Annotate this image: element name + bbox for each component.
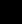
Circle shape	[14, 13, 15, 14]
Text: 18: 18	[0, 0, 22, 21]
Circle shape	[5, 18, 6, 19]
Circle shape	[14, 20, 15, 21]
Circle shape	[9, 18, 10, 19]
Circle shape	[14, 19, 15, 20]
Circle shape	[15, 20, 16, 21]
Circle shape	[13, 18, 14, 19]
Circle shape	[5, 20, 6, 21]
Circle shape	[8, 13, 9, 14]
Circle shape	[13, 16, 14, 17]
Polygon shape	[5, 13, 16, 15]
Circle shape	[9, 20, 10, 21]
Circle shape	[7, 18, 8, 19]
Polygon shape	[5, 3, 16, 13]
Circle shape	[6, 13, 7, 14]
Text: 20: 20	[0, 0, 22, 19]
Circle shape	[9, 21, 10, 22]
Circle shape	[13, 20, 14, 21]
Circle shape	[11, 21, 12, 22]
Circle shape	[11, 20, 12, 21]
Circle shape	[7, 18, 8, 19]
Circle shape	[12, 13, 13, 14]
Circle shape	[15, 13, 16, 14]
Circle shape	[9, 13, 10, 14]
Circle shape	[10, 18, 11, 19]
Circle shape	[5, 13, 6, 14]
Circle shape	[12, 16, 13, 17]
Circle shape	[5, 21, 6, 22]
Circle shape	[5, 19, 6, 20]
Text: 14': 14'	[0, 0, 22, 10]
Polygon shape	[5, 15, 16, 17]
Circle shape	[10, 16, 11, 17]
Circle shape	[10, 21, 11, 22]
Circle shape	[11, 14, 12, 15]
Circle shape	[6, 20, 7, 21]
Polygon shape	[5, 19, 16, 22]
Circle shape	[9, 14, 10, 15]
Circle shape	[11, 16, 12, 17]
Circle shape	[11, 13, 12, 14]
Polygon shape	[5, 17, 16, 19]
Circle shape	[9, 20, 10, 21]
Circle shape	[14, 21, 15, 22]
Circle shape	[5, 20, 6, 21]
FancyBboxPatch shape	[1, 3, 5, 13]
Circle shape	[10, 18, 11, 19]
Circle shape	[8, 20, 9, 21]
Text: 14': 14'	[0, 0, 22, 10]
Circle shape	[13, 18, 14, 19]
Circle shape	[10, 18, 11, 19]
Circle shape	[7, 16, 8, 17]
Polygon shape	[5, 12, 16, 23]
Circle shape	[10, 20, 11, 21]
Circle shape	[7, 20, 8, 21]
Text: 18: 18	[0, 0, 22, 23]
Circle shape	[15, 20, 16, 21]
FancyBboxPatch shape	[1, 13, 5, 23]
Circle shape	[14, 15, 15, 16]
Circle shape	[10, 20, 11, 21]
Circle shape	[13, 19, 14, 20]
Polygon shape	[15, 3, 17, 22]
Circle shape	[12, 20, 13, 21]
